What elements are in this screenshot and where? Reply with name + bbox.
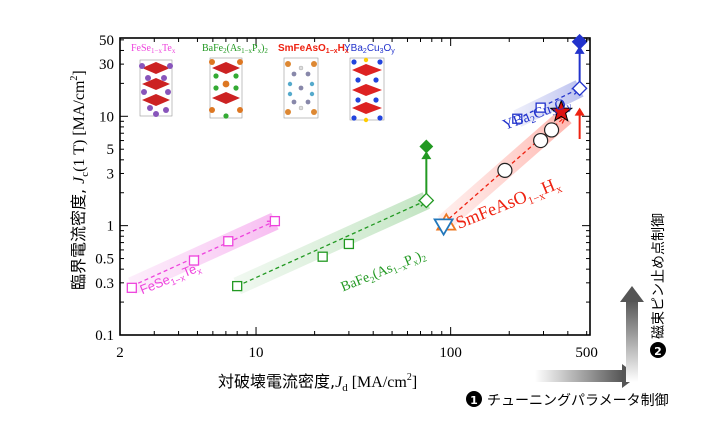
- legend-entry-fese: FeSe1−xTex: [131, 43, 176, 55]
- data-point: [533, 132, 549, 149]
- x-tick-label: 500: [575, 345, 598, 361]
- y-tick-label: 1: [107, 219, 115, 235]
- data-point: [571, 80, 588, 97]
- data-point: [223, 236, 234, 247]
- y-tick-label: 0.1: [95, 328, 114, 344]
- series-annotation: BaFe2(As1−xPx)2: [339, 248, 428, 296]
- crystal-bafe-icon: [209, 57, 243, 119]
- trend-band: [233, 192, 431, 295]
- pinning-label: 磁束ピン止め点制御: [651, 213, 667, 339]
- control-arrows: 1 チューニングパラメータ制御 2 磁束ピン止め点制御: [466, 213, 669, 409]
- y-axis-label: 臨界電流密度, Jc(1 T) [MA/cm2]: [69, 70, 91, 290]
- ticks-layer: 2 10 100 500 0.1 0.3 0.5 1 3 5 10 30 50: [95, 33, 598, 361]
- legend-entry-smfeaso: SmFeAsO1−xHx: [278, 43, 349, 55]
- legend-entry-bafe: BaFe2(As1−xPx)2: [202, 43, 268, 55]
- pinning-arrow-head: [620, 286, 644, 302]
- data-point: [543, 122, 560, 138]
- x-tick-label: 100: [439, 345, 462, 361]
- trend-arrow-line: [131, 220, 276, 287]
- legend-entry-ybco: YBa2Cu3Oy: [344, 43, 395, 55]
- data-point: [317, 251, 328, 262]
- x-tick-label: 2: [116, 345, 124, 361]
- plot-frame: [119, 37, 591, 336]
- data-point: [232, 280, 243, 292]
- vertical-arrow-head: [574, 45, 585, 54]
- data-point: [433, 218, 455, 237]
- crystal-ybco-icon: [349, 57, 385, 123]
- trend-band: [513, 80, 584, 127]
- tuning-number-icon: [466, 391, 482, 407]
- pinning-number: 2: [654, 345, 662, 358]
- data-point: [419, 139, 434, 154]
- pinning-number-icon: [650, 342, 666, 358]
- crystal-smfeaso-icon: [283, 57, 319, 119]
- data-point: [512, 113, 523, 124]
- x-axis-label: 対破壊電流密度,Jd [MA/cm2]: [218, 372, 417, 394]
- data-point: [188, 255, 200, 266]
- y-tick-label: 0.3: [95, 276, 114, 292]
- x-tick-label: 10: [249, 345, 264, 361]
- y-tick-label: 5: [107, 142, 115, 158]
- vertical-arrow-head: [574, 107, 585, 116]
- y-tick-label: 30: [99, 57, 114, 73]
- data-point: [343, 238, 355, 250]
- tuning-arrow-bar: [535, 370, 623, 382]
- vertical-arrow-head: [421, 151, 432, 160]
- data-point: [418, 192, 435, 209]
- data-point: [571, 33, 588, 50]
- tuning-number: 1: [470, 394, 478, 407]
- y-tick-label: 50: [99, 33, 114, 49]
- legend: FeSe1−xTex BaFe2(As1−xPx)2 SmFeAsO1−xHx …: [131, 43, 395, 123]
- data-point: [497, 162, 513, 179]
- data-point: [549, 99, 574, 122]
- y-tick-label: 0.5: [95, 252, 114, 268]
- tuning-label: チューニングパラメータ制御: [487, 393, 669, 409]
- data-point: [535, 102, 546, 113]
- y-tick-label: 10: [99, 109, 114, 125]
- trend-arrow-line: [517, 87, 580, 120]
- crystal-fese-icon: [139, 59, 173, 117]
- pinning-arrow-bar: [626, 300, 638, 382]
- data-point: [126, 282, 137, 293]
- y-tick-label: 3: [107, 166, 115, 182]
- data-point: [269, 215, 281, 227]
